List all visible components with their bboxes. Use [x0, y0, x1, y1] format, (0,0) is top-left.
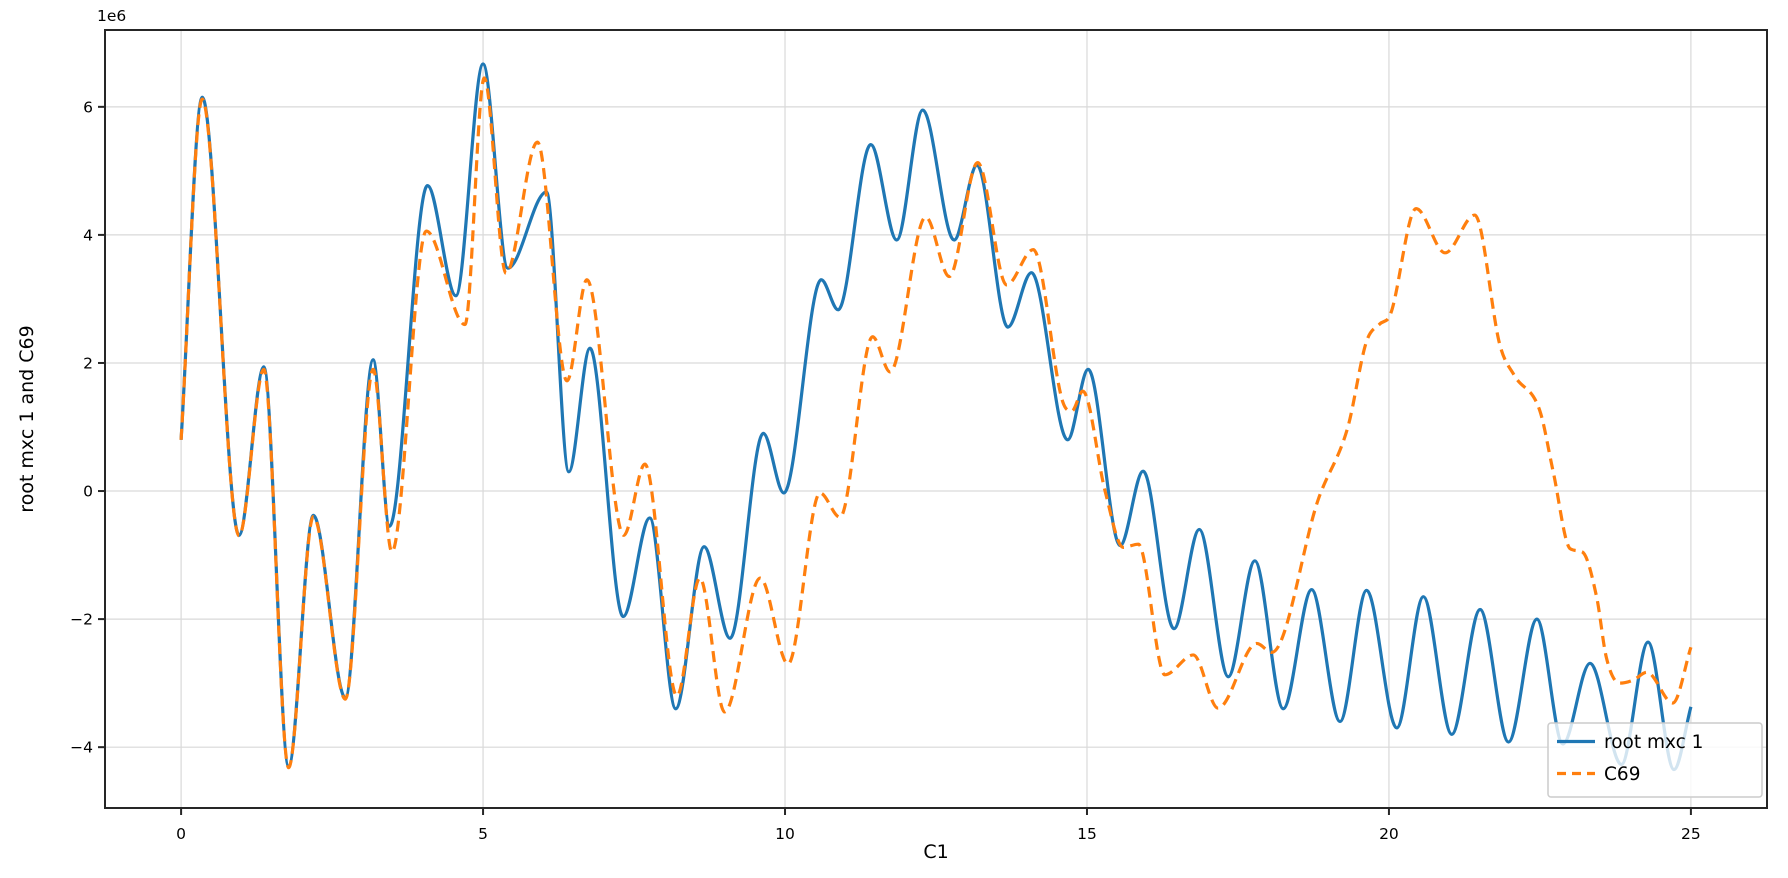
y-tick-label: 6 — [83, 98, 93, 116]
x-axis-label: C1 — [923, 841, 948, 863]
x-tick-label: 0 — [176, 825, 186, 843]
legend: root mxc 1 C69 — [1547, 722, 1763, 798]
y-tick-label: 4 — [83, 226, 93, 244]
x-tick-label: 25 — [1681, 825, 1701, 843]
legend-label: root mxc 1 — [1604, 732, 1703, 753]
series-line-c69 — [179, 76, 1693, 770]
series-curves — [179, 62, 1693, 772]
x-tick-label: 15 — [1077, 825, 1097, 843]
x-tick-label: 5 — [478, 825, 488, 843]
x-tick-label: 10 — [775, 825, 795, 843]
legend-label: C69 — [1604, 764, 1640, 785]
axes-spines — [104, 29, 1768, 809]
legend-frame — [1547, 722, 1763, 798]
x-tick-label: 20 — [1379, 825, 1399, 843]
series-line-root-mxc-1 — [179, 62, 1693, 772]
y-axis-offset-text: 1e6 — [97, 7, 126, 25]
y-tick-label: −4 — [70, 739, 93, 757]
legend-entry: C69 — [1557, 764, 1640, 785]
grid — [105, 30, 1767, 808]
y-tick-label: 0 — [83, 483, 93, 501]
legend-entry: root mxc 1 — [1557, 732, 1703, 753]
ticks: 0 5 10 15 20 25 −4 −2 0 2 4 6 — [70, 98, 1701, 843]
y-axis-label: root mxc 1 and C69 — [16, 325, 38, 512]
y-tick-label: −2 — [70, 611, 93, 629]
y-tick-label: 2 — [83, 354, 93, 372]
